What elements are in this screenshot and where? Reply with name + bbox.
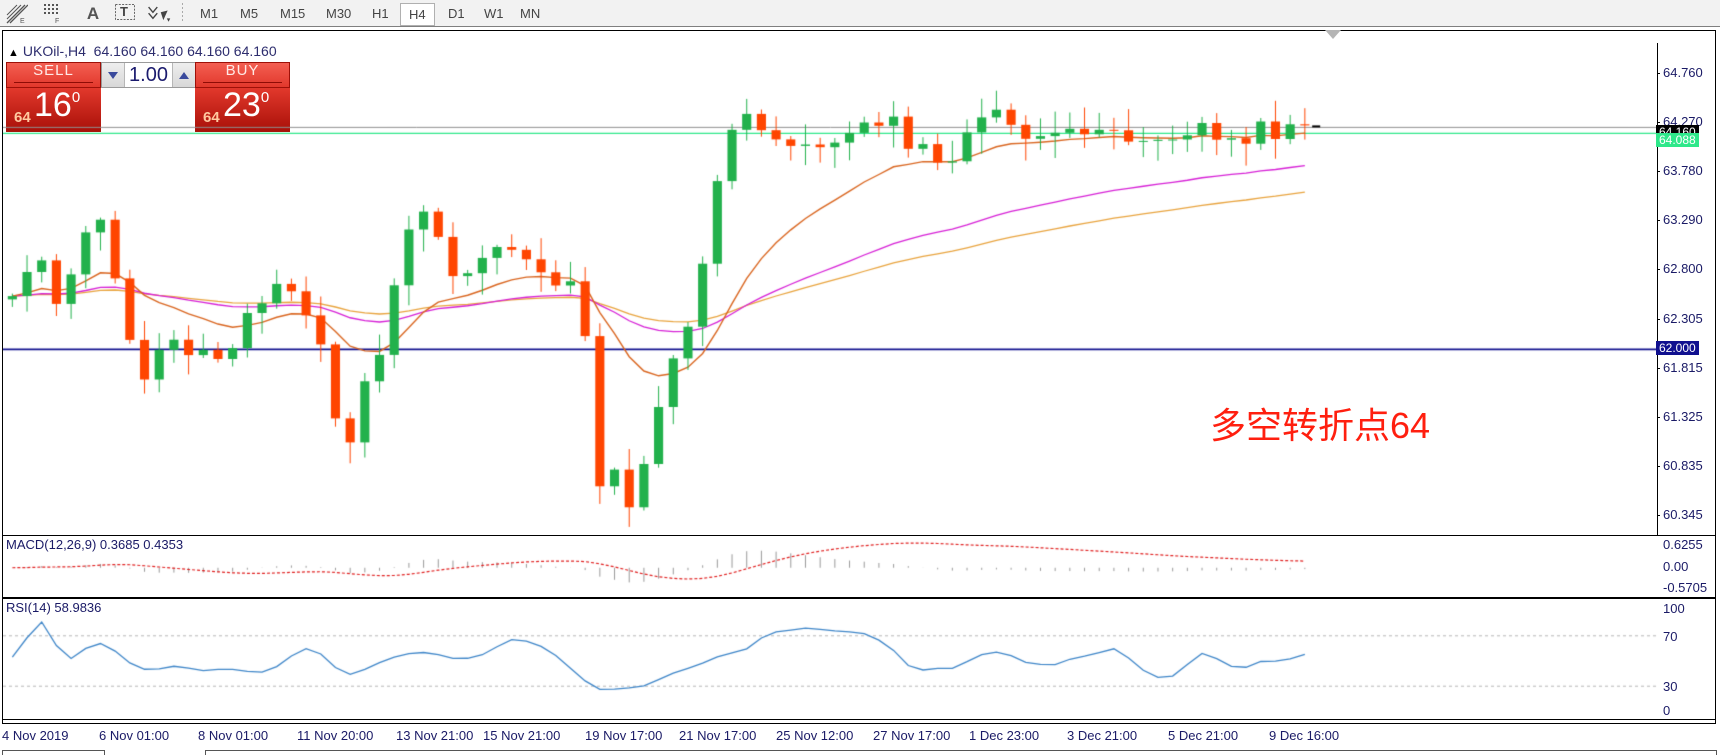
svg-text:E: E (20, 18, 25, 24)
svg-text:T: T (120, 4, 128, 19)
svg-text:F: F (55, 18, 59, 24)
